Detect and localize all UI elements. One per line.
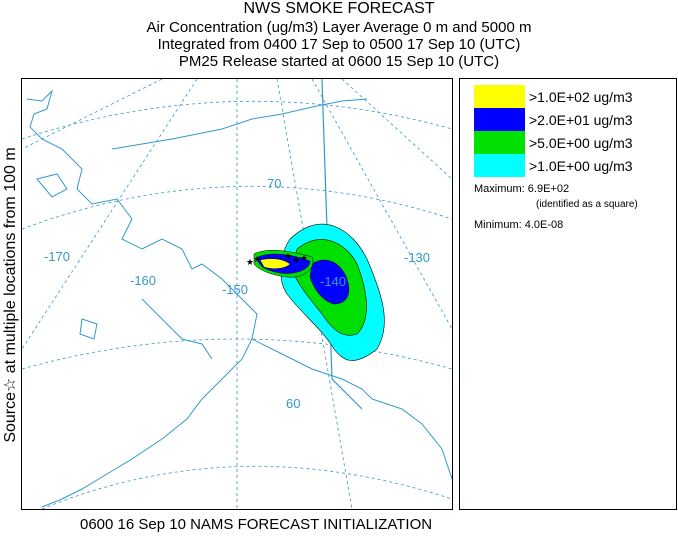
minimum-value: Minimum: 4.0E-08	[474, 219, 564, 231]
map-panel: ★ ★ ★ ★ ★ -170 -160 -150 -140 -130 70 60	[21, 78, 453, 510]
forecast-title: NWS SMOKE FORECAST	[243, 0, 435, 17]
legend-swatch	[474, 85, 525, 108]
concentration-subtitle: Air Concentration (ug/m3) Layer Average …	[146, 19, 532, 36]
source-star-icon: ★	[284, 251, 292, 261]
lon-label: -160	[130, 273, 156, 288]
legend-item: >5.0E+00 ug/m3	[474, 131, 633, 154]
lon-label: -150	[222, 282, 248, 297]
lat-label: 60	[286, 396, 300, 411]
lat-label: 70	[267, 176, 281, 191]
legend-item: >1.0E+00 ug/m3	[474, 154, 633, 177]
legend-label: >5.0E+00 ug/m3	[529, 134, 633, 151]
lon-label: -130	[404, 250, 430, 265]
contour-100	[259, 258, 291, 269]
lon-label: -140	[320, 274, 346, 289]
smoke-plume	[253, 223, 385, 361]
source-star-icon: ★	[246, 257, 254, 267]
source-star-icon: ★	[253, 254, 261, 264]
contour-20	[309, 259, 350, 305]
legend-panel: >1.0E+02 ug/m3 >2.0E+01 ug/m3 >5.0E+00 u…	[459, 78, 677, 510]
legend-label: >1.0E+00 ug/m3	[529, 157, 633, 174]
integration-period: Integrated from 0400 17 Sep to 0500 17 S…	[157, 36, 521, 53]
source-star-icon: ★	[292, 255, 300, 265]
grid-labels: -170 -160 -150 -140 -130 70 60	[44, 176, 430, 411]
alaska-map: ★ ★ ★ ★ ★ -170 -160 -150 -140 -130 70 60	[21, 78, 453, 510]
legend-swatch	[474, 131, 525, 154]
maximum-value: Maximum: 6.9E+02	[474, 183, 570, 195]
source-markers: ★ ★ ★ ★ ★	[246, 251, 308, 267]
coastline	[26, 89, 453, 508]
legend-label: >2.0E+01 ug/m3	[529, 111, 633, 128]
legend-item: >1.0E+02 ug/m3	[474, 85, 633, 108]
source-label: Source☆ at multiple locations from 100 m	[2, 147, 19, 443]
legend-swatch	[474, 108, 525, 131]
legend-item: >2.0E+01 ug/m3	[474, 108, 633, 131]
source-star-icon: ★	[300, 253, 308, 263]
release-info: PM25 Release started at 0600 15 Sep 10 (…	[178, 53, 500, 70]
legend-swatch	[474, 154, 525, 177]
maximum-note: (identified as a square)	[536, 199, 638, 210]
legend-label: >1.0E+02 ug/m3	[529, 88, 633, 105]
initialization-caption: 0600 16 Sep 10 NAMS FORECAST INITIALIZAT…	[80, 516, 433, 533]
lon-label: -170	[44, 249, 70, 264]
